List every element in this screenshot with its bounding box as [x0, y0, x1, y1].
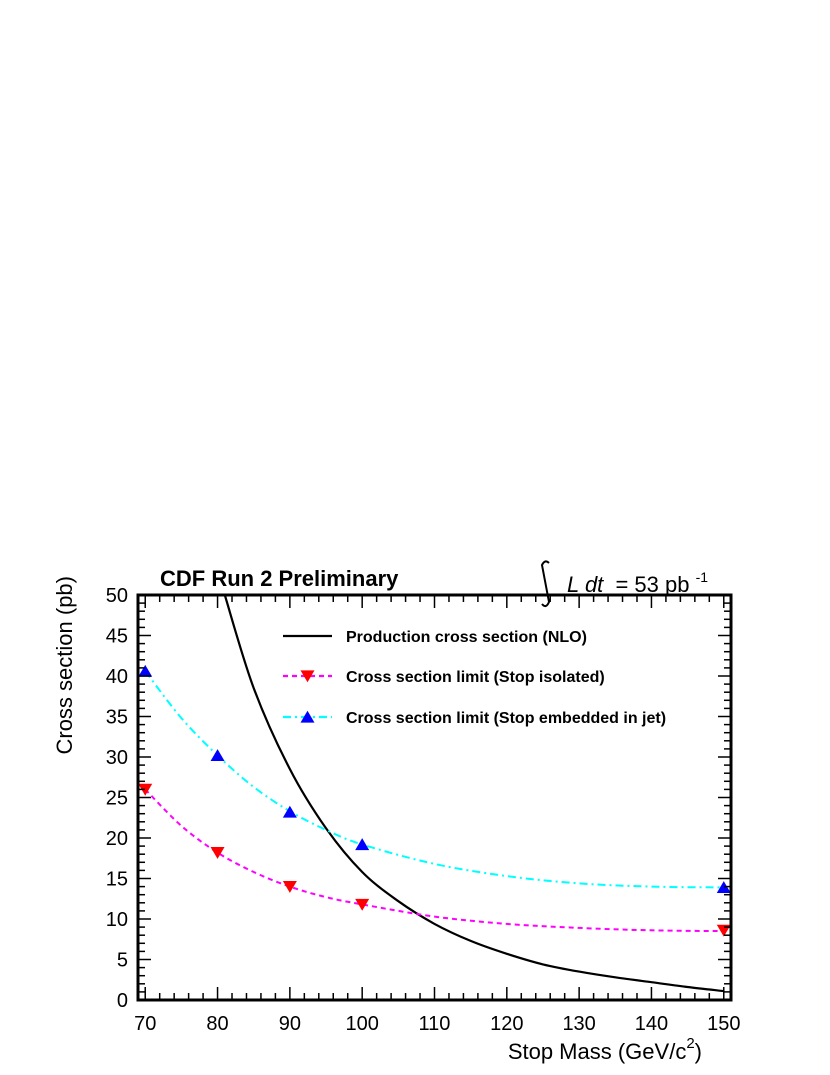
- y-tick-label: 0: [117, 990, 128, 1012]
- y-axis-title: Cross section (pb): [52, 576, 77, 755]
- data-point-series-2: [282, 805, 297, 818]
- plot-frame: [136, 593, 733, 1002]
- x-tick-label: 80: [206, 1013, 228, 1035]
- luminosity-label: L dt = 53 pb -1: [540, 560, 708, 608]
- y-tick-label: 50: [106, 585, 128, 607]
- luminosity-exponent: -1: [696, 569, 709, 585]
- x-axis-title: Stop Mass (GeV/c2): [508, 1035, 702, 1064]
- data-point-series-1: [282, 881, 297, 893]
- x-tick-label: 90: [279, 1013, 301, 1035]
- axis-ticks: [138, 594, 731, 1001]
- x-tick-label: 150: [707, 1013, 740, 1035]
- luminosity-integral: L dt: [567, 572, 604, 597]
- svg-text:L dt = 53 pb -1: L dt = 53 pb -1: [567, 569, 708, 597]
- x-tick-label: 130: [562, 1013, 595, 1035]
- y-tick-label: 35: [106, 707, 128, 729]
- data-point-series-2: [138, 664, 153, 677]
- data-point-series-2: [716, 881, 731, 894]
- legend-label-0: Production cross section (NLO): [346, 629, 587, 646]
- y-tick-label: 45: [106, 626, 128, 648]
- data-point-series-2: [210, 749, 225, 761]
- legend-label-2: Cross section limit (Stop embedded in je…: [346, 710, 666, 727]
- series-curves: [144, 594, 724, 993]
- y-tick-label: 25: [106, 788, 128, 810]
- x-tick-label: 120: [490, 1013, 523, 1035]
- legend-label-1: Cross section limit (Stop isolated): [346, 669, 605, 686]
- y-tick-label: 40: [106, 666, 128, 688]
- series-line-2: [144, 670, 724, 889]
- x-tick-label: 140: [635, 1013, 668, 1035]
- legend: Production cross section (NLO) Cross sect…: [283, 629, 666, 727]
- luminosity-value: = 53 pb: [615, 572, 689, 597]
- data-point-series-1: [138, 783, 153, 796]
- series-markers: [138, 664, 731, 937]
- data-point-series-1: [210, 846, 225, 859]
- integral-sign: [540, 560, 551, 608]
- y-tick-label: 20: [106, 828, 128, 850]
- y-tick-label: 5: [117, 950, 128, 972]
- y-tick-label: 10: [106, 909, 128, 931]
- data-point-series-1: [355, 898, 370, 911]
- x-tick-label: 70: [134, 1013, 156, 1035]
- series-line-0: [223, 594, 724, 993]
- tick-labels: 70 80 90 100 110 120 130 140 150 0 5 10 15 20 25 30 35 40…: [106, 585, 741, 1035]
- series-line-1: [144, 788, 724, 933]
- legend-marker-2: [300, 710, 315, 723]
- y-tick-label: 15: [106, 869, 128, 891]
- chart-header: CDF Run 2 Preliminary: [160, 566, 399, 591]
- y-tick-label: 30: [106, 747, 128, 769]
- x-tick-label: 110: [419, 1013, 451, 1035]
- x-tick-label: 100: [345, 1013, 378, 1035]
- legend-marker-1: [300, 670, 315, 683]
- data-point-series-2: [355, 838, 370, 851]
